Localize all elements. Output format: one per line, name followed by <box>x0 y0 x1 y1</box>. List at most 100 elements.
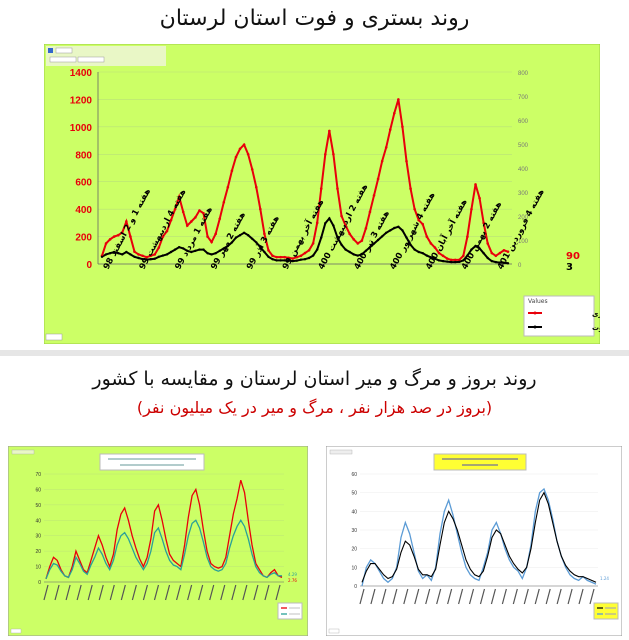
data-point-deaths <box>202 248 205 251</box>
y-tick-label: 30 <box>35 534 41 540</box>
data-point-deaths <box>437 259 441 262</box>
series-line-province-mortality <box>361 491 597 583</box>
data-point-hospitalized <box>291 257 295 260</box>
data-point-hospitalized <box>206 235 209 238</box>
x-tick-mark <box>209 584 215 601</box>
data-point-deaths <box>490 259 493 263</box>
data-point-deaths <box>401 229 404 232</box>
filter-tag <box>55 47 73 54</box>
data-point-hospitalized <box>482 221 485 225</box>
data-point-deaths <box>100 255 104 258</box>
data-point-hospitalized <box>190 220 193 223</box>
x-tick-mark <box>403 588 409 605</box>
data-point-deaths <box>267 255 270 258</box>
data-point-deaths <box>206 252 209 255</box>
y-tick-label: 0 <box>86 260 92 271</box>
data-point-deaths <box>409 243 412 246</box>
y2-tick-label: 300 <box>518 191 529 197</box>
x-tick-mark <box>275 584 281 601</box>
data-point-deaths <box>291 259 295 263</box>
data-point-hospitalized <box>116 233 120 237</box>
x-tick-mark <box>501 588 507 605</box>
data-point-hospitalized <box>214 232 217 236</box>
y-tick-label: 70 <box>35 472 41 478</box>
data-point-hospitalized <box>340 214 343 218</box>
y-tick-label: 60 <box>35 487 41 493</box>
x-tick-mark <box>187 584 193 601</box>
data-point-deaths <box>165 253 169 256</box>
data-point-hospitalized <box>234 155 238 159</box>
data-point-hospitalized <box>433 246 437 249</box>
data-point-hospitalized <box>275 255 278 259</box>
data-point-hospitalized <box>441 254 445 258</box>
data-point-deaths <box>112 250 116 254</box>
data-point-hospitalized <box>397 98 400 101</box>
data-point-deaths <box>385 231 388 234</box>
data-point-deaths <box>344 248 347 251</box>
filter-icon <box>48 48 53 53</box>
y-tick-label: 1200 <box>70 95 93 106</box>
end-label-hospitalized: 90 <box>566 251 580 262</box>
data-point-hospitalized <box>356 242 360 245</box>
y2-tick-label: 200 <box>518 215 529 221</box>
x-tick-mark <box>109 584 115 601</box>
data-point-hospitalized <box>133 250 136 253</box>
x-tick-mark <box>220 584 226 601</box>
data-point-deaths <box>506 262 510 265</box>
data-point-deaths <box>474 244 477 248</box>
data-point-deaths <box>389 229 392 232</box>
x-tick-mark <box>490 588 497 605</box>
data-point-deaths <box>498 261 502 264</box>
data-point-hospitalized <box>198 209 201 212</box>
data-point-deaths <box>454 260 457 264</box>
x-tick-mark <box>359 588 365 605</box>
x-tick-mark <box>175 584 182 601</box>
y-tick-label: 40 <box>351 509 357 515</box>
data-point-deaths <box>482 252 485 255</box>
y2-tick-label: 0 <box>518 263 522 269</box>
data-point-deaths <box>470 248 473 251</box>
data-point-hospitalized <box>486 242 490 245</box>
data-point-deaths <box>494 260 498 264</box>
data-point-hospitalized <box>153 253 157 256</box>
mortality-chart: 0 10 20 30 40 50 60 1.24 <box>326 446 622 636</box>
data-point-hospitalized <box>181 210 185 214</box>
data-point-hospitalized <box>360 239 364 242</box>
data-point-deaths <box>198 248 201 251</box>
data-point-deaths <box>315 248 319 251</box>
section-title: روند بروز و مرگ و میر استان لرستان و مقا… <box>92 368 537 390</box>
data-point-deaths <box>275 259 278 262</box>
x-tick-mark <box>414 588 420 605</box>
field-tag-1 <box>49 56 77 63</box>
data-point-deaths <box>445 260 449 263</box>
data-point-hospitalized <box>437 251 441 255</box>
data-point-hospitalized <box>259 207 262 211</box>
data-point-deaths <box>137 256 140 260</box>
data-point-hospitalized <box>405 159 408 163</box>
data-point-hospitalized <box>474 183 477 186</box>
data-point-hospitalized <box>401 125 404 129</box>
data-point-deaths <box>478 247 481 250</box>
x-tick-mark <box>43 584 49 601</box>
x-tick-mark <box>370 588 376 605</box>
y-tick-label: 10 <box>351 565 357 571</box>
data-point-hospitalized <box>352 238 356 241</box>
section-subtitle: (بروز در صد هزار نفر ، مرگ و میر در یک م… <box>136 398 493 417</box>
data-point-hospitalized <box>462 254 465 258</box>
y-tick-label: 50 <box>351 491 357 497</box>
data-point-hospitalized <box>311 242 315 245</box>
y-tick-label: 1400 <box>70 68 93 79</box>
data-point-deaths <box>332 224 335 227</box>
x-tick-mark <box>425 588 431 605</box>
data-point-hospitalized <box>254 185 258 189</box>
data-point-deaths <box>242 231 246 234</box>
data-point-deaths <box>462 259 465 262</box>
x-tick-mark <box>198 584 204 601</box>
data-point-deaths <box>466 254 469 257</box>
data-point-hospitalized <box>210 240 213 244</box>
data-point-hospitalized <box>445 257 449 260</box>
data-point-hospitalized <box>283 255 286 259</box>
data-point-hospitalized <box>457 258 461 262</box>
data-point-hospitalized <box>108 238 112 241</box>
bl-legend <box>277 602 303 620</box>
